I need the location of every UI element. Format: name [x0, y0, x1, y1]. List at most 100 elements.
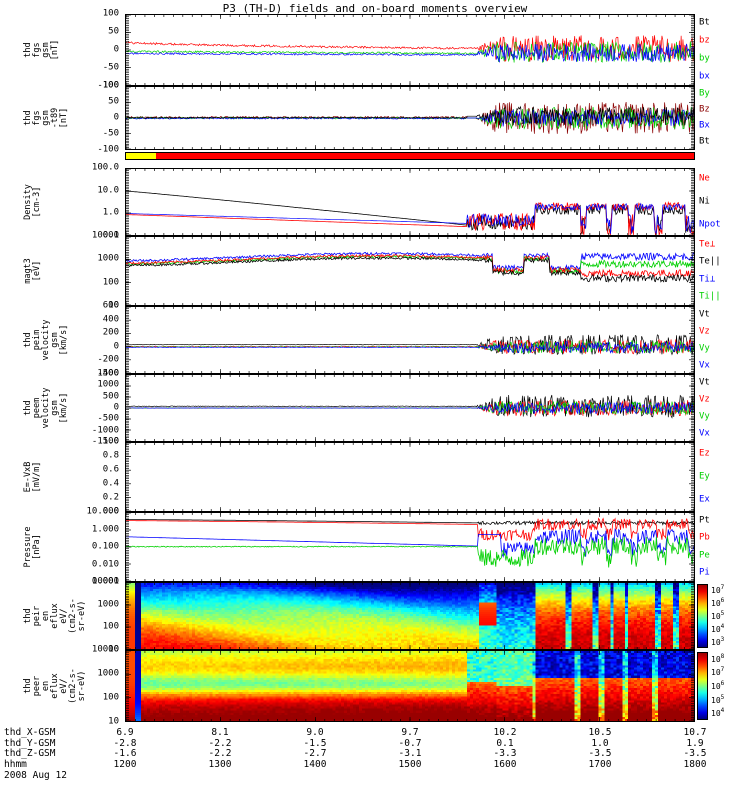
y-tick-label: -100 — [97, 80, 119, 91]
legend-item-Ey: Ey — [699, 471, 710, 482]
x-axis-value: 1400 — [303, 758, 327, 770]
y-tick-label: 1.000 — [91, 524, 119, 534]
y-tick-labels-fgs-gsm: 100 50 0 -50 -100 — [57, 9, 119, 90]
x-axis-row-label: thd_X-GSM — [4, 727, 56, 738]
y-tick-labels-efield: 1.0 0.8 0.6 0.4 0.2 0.0 — [57, 437, 119, 516]
x-axis-value: -3.1 — [398, 748, 422, 759]
x-axis-value: -2.2 — [208, 748, 232, 759]
y-tick-label: 0.4 — [102, 478, 119, 489]
colorbar-tick: 103 — [711, 635, 725, 647]
panel-fgs-gsm — [125, 14, 695, 86]
y-tick-label: 1000 — [97, 599, 119, 610]
colorbar-tick: 104 — [711, 622, 725, 634]
legend-item-Pb: Pb — [699, 532, 710, 543]
y-tick-label: 10.000 — [86, 506, 119, 517]
legend-item-Vx: Vx — [699, 428, 710, 438]
x-axis-value: 1.0 — [591, 737, 609, 749]
x-axis-value: 6.9 — [116, 727, 134, 738]
y-tick-label: 100 — [102, 80, 119, 91]
x-axis-value: 1600 — [493, 758, 517, 770]
colorbar-peer-spectrogram — [697, 652, 708, 720]
colorbar-tick: 105 — [711, 693, 725, 705]
legend-item-Ez: Ez — [699, 448, 710, 459]
panel-density — [125, 168, 695, 236]
panel-magt3 — [125, 236, 695, 306]
y-axis-title-efield: E=-VxB [mV/m] — [23, 461, 42, 493]
y-tick-label: -1000 — [91, 425, 119, 436]
y-axis-title-magt3: magt3 [eV] — [23, 258, 42, 284]
y-tick-labels-peem-velocity: 1500 1000 500 0 -500 -1000 -1500 — [57, 369, 119, 446]
x-axis-value: 10.2 — [493, 727, 517, 738]
y-tick-labels-peer-spectrogram: 10000 1000 100 10 — [57, 645, 119, 726]
y-tick-label: 50 — [108, 26, 119, 37]
y-tick-label: 1.0 — [102, 207, 119, 218]
legend-item-Vt: Vt — [699, 309, 710, 319]
x-axis-value: 1300 — [208, 758, 232, 770]
y-tick-label: 10.0 — [97, 185, 119, 196]
colorbar-tick: 106 — [711, 597, 725, 609]
y-tick-label: -100 — [97, 144, 119, 155]
y-tick-labels-magt3: 10000 1000 100 10 — [57, 231, 119, 310]
legend-item-Ti: Ti|| — [699, 291, 721, 302]
legend-item-Ti: Ti⊥ — [699, 274, 716, 285]
legend-item-Npot: Npot — [699, 219, 721, 230]
y-tick-label: 0.010 — [91, 559, 119, 569]
y-tick-label: -200 — [97, 354, 119, 365]
y-tick-label: 100 — [102, 8, 119, 19]
legend-item-Te: Te|| — [699, 256, 721, 267]
x-axis-value: -2.7 — [303, 748, 327, 759]
legend-item-Bx: Bx — [699, 120, 710, 131]
y-tick-label: 1000 — [97, 379, 119, 390]
y-tick-label: -50 — [102, 128, 119, 139]
x-axis-value: 1700 — [588, 758, 612, 770]
legend-item-bx: bx — [699, 71, 710, 82]
y-tick-label: -400 — [97, 368, 119, 379]
y-tick-label: 0.6 — [102, 464, 119, 475]
legend-item-Bt: Bt — [699, 17, 710, 28]
colorbar-tick: 107 — [711, 666, 725, 678]
legend-item-bz: bz — [699, 35, 710, 46]
y-tick-label: 0.0 — [102, 506, 119, 517]
legend-item-Vx: Vx — [699, 360, 710, 370]
x-axis-value: 9.0 — [306, 727, 324, 738]
x-axis-value: -0.7 — [398, 737, 422, 749]
y-axis-title-peem-velocity: thd peem velocity gsm [km/s] — [23, 387, 69, 429]
panel-peir-spectrogram — [125, 582, 695, 650]
y-tick-label: 10 — [108, 716, 119, 727]
legend-item-Bz: Bz — [699, 104, 710, 115]
y-axis-title-peir-spectrogram: thd peir en eflux eV/ (cm2-s- sr-eV) — [23, 598, 87, 634]
colorbar-tick: 104 — [711, 707, 725, 719]
x-axis-value: 10.5 — [588, 727, 612, 738]
x-axis-row-label: thd_Z-GSM — [4, 748, 56, 759]
y-tick-label: 0 — [113, 402, 119, 413]
y-tick-label: 10000 — [91, 576, 119, 587]
legend-item-by: by — [699, 53, 710, 64]
y-tick-labels-peim-velocity: 600 400 200 0 -200 -400 — [57, 301, 119, 378]
y-tick-label: 600 — [102, 300, 119, 311]
panel-pressure — [125, 512, 695, 582]
y-tick-label: 200 — [102, 327, 119, 338]
mode-bar — [125, 152, 695, 160]
y-tick-label: 0.100 — [91, 541, 119, 552]
x-axis-value: -1.5 — [303, 737, 327, 749]
page-title: P3 (TH-D) fields and on-board moments ov… — [222, 2, 528, 15]
legend-item-Vz: Vz — [699, 394, 710, 404]
legend-item-Vt: Vt — [699, 377, 710, 387]
panel-efield — [125, 442, 695, 512]
y-tick-label: 50 — [108, 96, 119, 107]
y-tick-labels-fgs-gsm-t89: 100 50 0 -50 -100 — [57, 81, 119, 154]
colorbar-peir-spectrogram — [697, 584, 708, 648]
y-tick-label: 10 — [108, 644, 119, 655]
legend-item-Ni: Ni — [699, 196, 710, 207]
panel-peem-velocity — [125, 374, 695, 442]
y-tick-label: 0 — [113, 112, 119, 123]
legend-item-Ne: Ne — [699, 173, 710, 184]
x-axis-value: 10.7 — [683, 727, 707, 738]
x-axis-value: 1200 — [113, 758, 137, 770]
y-axis-title-density: Density [cm-3] — [23, 184, 42, 220]
y-tick-label: -50 — [102, 62, 119, 73]
legend-item-Pi: Pi — [699, 567, 710, 578]
panel-peim-velocity — [125, 306, 695, 374]
y-tick-label: 1.0 — [102, 436, 119, 447]
y-axis-title-fgs-gsm: thd fgs gsm [nT] — [23, 39, 60, 61]
